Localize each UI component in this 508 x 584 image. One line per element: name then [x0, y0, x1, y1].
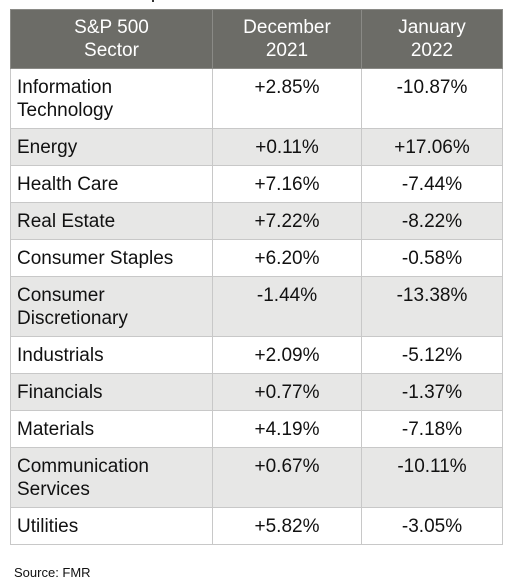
header-december-line2: 2021 — [265, 40, 309, 61]
december-2021-value-cell: +4.19% — [212, 410, 362, 448]
january-2022-value-cell: -10.11% — [361, 447, 503, 508]
table-row: Information Technology +2.85% -10.87% — [10, 68, 503, 129]
table-row: Industrials +2.09% -5.12% — [10, 336, 503, 374]
sector-name-cell: Financials — [10, 373, 213, 411]
table-row: Financials +0.77% -1.37% — [10, 373, 503, 411]
table-row: Consumer Staples +6.20% -0.58% — [10, 239, 503, 277]
sector-performance-table: S&P 500 Sector December 2021 January 202… — [10, 9, 503, 545]
header-sector-line2: Sector — [84, 40, 139, 61]
header-sector: S&P 500 Sector — [10, 9, 213, 69]
table-row: Communication Services +0.67% -10.11% — [10, 447, 503, 508]
table-row: Utilities +5.82% -3.05% — [10, 507, 503, 545]
december-2021-value-cell: +6.20% — [212, 239, 362, 277]
sector-name-cell: Utilities — [10, 507, 213, 545]
sector-name-cell: Industrials — [10, 336, 213, 374]
header-december-line1: December — [243, 17, 331, 38]
table-row: Real Estate +7.22% -8.22% — [10, 202, 503, 240]
december-2021-value-cell: +0.11% — [212, 128, 362, 166]
december-2021-value-cell: +7.16% — [212, 165, 362, 203]
january-2022-value-cell: -5.12% — [361, 336, 503, 374]
january-2022-value-cell: -10.87% — [361, 68, 503, 129]
january-2022-value-cell: -13.38% — [361, 276, 503, 337]
january-2022-value-cell: -7.18% — [361, 410, 503, 448]
january-2022-value-cell: -1.37% — [361, 373, 503, 411]
january-2022-value-cell: -0.58% — [361, 239, 503, 277]
sector-name-cell: Materials — [10, 410, 213, 448]
sector-name-cell: Real Estate — [10, 202, 213, 240]
sector-name-cell: Health Care — [10, 165, 213, 203]
header-january-line1: January — [398, 17, 466, 38]
source-note: Source: FMR — [14, 565, 91, 580]
sector-name-cell: Energy — [10, 128, 213, 166]
header-december-2021: December 2021 — [212, 9, 362, 69]
january-2022-value-cell: -3.05% — [361, 507, 503, 545]
table-row: Consumer Discretionary -1.44% -13.38% — [10, 276, 503, 337]
december-2021-value-cell: +0.67% — [212, 447, 362, 508]
table-row: Health Care +7.16% -7.44% — [10, 165, 503, 203]
table-row: Energy +0.11% +17.06% — [10, 128, 503, 166]
header-january-line2: 2022 — [410, 40, 454, 61]
december-2021-value-cell: +7.22% — [212, 202, 362, 240]
table-row: Materials +4.19% -7.18% — [10, 410, 503, 448]
table-body: Information Technology +2.85% -10.87% Energ… — [10, 68, 503, 545]
december-2021-value-cell: -1.44% — [212, 276, 362, 337]
december-2021-value-cell: +0.77% — [212, 373, 362, 411]
header-sector-line1: S&P 500 — [74, 17, 149, 38]
december-2021-value-cell: +5.82% — [212, 507, 362, 545]
sector-name-cell: Information Technology — [10, 68, 213, 129]
sector-name-cell: Consumer Discretionary — [10, 276, 213, 337]
december-2021-value-cell: +2.09% — [212, 336, 362, 374]
header-january-2022: January 2022 — [361, 9, 503, 69]
january-2022-value-cell: +17.06% — [361, 128, 503, 166]
header-row: S&P 500 Sector December 2021 January 202… — [10, 9, 503, 69]
january-2022-value-cell: -7.44% — [361, 165, 503, 203]
top-tick-mark — [152, 0, 154, 2]
january-2022-value-cell: -8.22% — [361, 202, 503, 240]
sector-name-cell: Consumer Staples — [10, 239, 213, 277]
sector-name-cell: Communication Services — [10, 447, 213, 508]
december-2021-value-cell: +2.85% — [212, 68, 362, 129]
